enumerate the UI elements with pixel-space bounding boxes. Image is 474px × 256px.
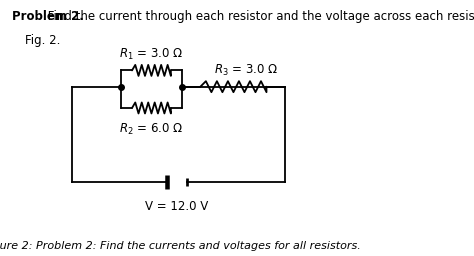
Text: $R_2$ = 6.0 Ω: $R_2$ = 6.0 Ω bbox=[119, 122, 183, 137]
Text: $R_1$ = 3.0 Ω: $R_1$ = 3.0 Ω bbox=[119, 47, 183, 62]
Text: Problem 2.: Problem 2. bbox=[12, 10, 84, 23]
Text: Find the current through each resistor and the voltage across each resistor in: Find the current through each resistor a… bbox=[44, 10, 474, 23]
Text: $R_3$ = 3.0 Ω: $R_3$ = 3.0 Ω bbox=[215, 63, 279, 78]
Text: Figure 2: Problem 2: Find the currents and voltages for all resistors.: Figure 2: Problem 2: Find the currents a… bbox=[0, 241, 361, 251]
Text: V = 12.0 V: V = 12.0 V bbox=[145, 200, 209, 214]
Text: Fig. 2.: Fig. 2. bbox=[25, 34, 61, 47]
